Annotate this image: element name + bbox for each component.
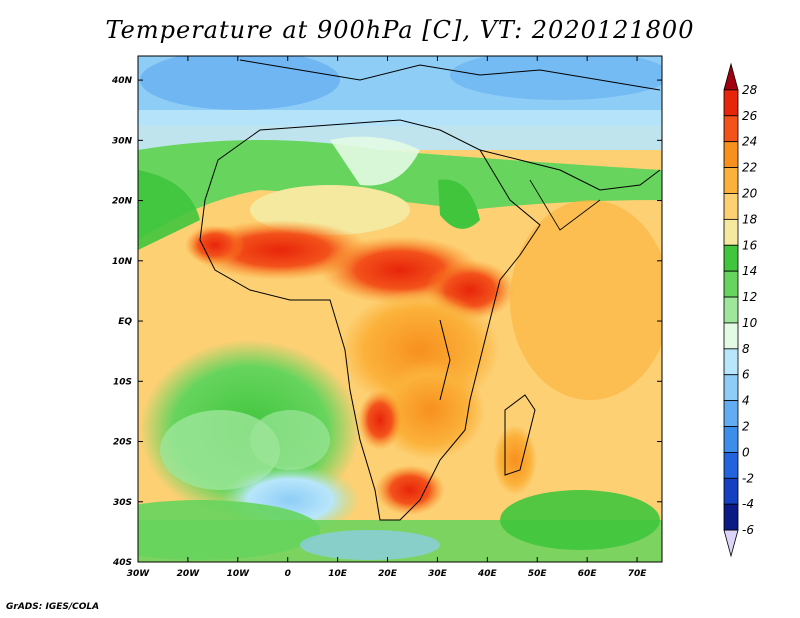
colorbar-swatch: [723, 296, 739, 324]
colorbar-arrow-bottom: [723, 529, 739, 558]
lon-tick-label: 60E: [578, 569, 598, 579]
lat-tick-label: 10S: [113, 377, 132, 387]
colorbar-label: 12: [742, 290, 757, 304]
lon-tick-label: 70E: [628, 569, 648, 579]
lat-tick-label: 40N: [111, 76, 133, 86]
lon-tick-label: 0: [285, 569, 291, 579]
colorbar-label: 14: [742, 264, 757, 278]
colorbar-swatch: [723, 452, 739, 479]
colorbar-swatch: [723, 374, 739, 402]
colorbar-label: 0: [742, 445, 750, 459]
lat-tick-label: 30S: [113, 498, 132, 508]
colorbar-label: 4: [742, 394, 750, 408]
colorbar-swatch: [723, 89, 739, 117]
lon-tick-label: 30E: [428, 569, 448, 579]
colorbar-label: 22: [742, 161, 757, 175]
colorbar-label: -6: [742, 523, 754, 537]
map-frame: [137, 55, 663, 563]
colorbar-swatch: [723, 477, 739, 505]
temperature-field: [138, 56, 662, 562]
colorbar-arrow-top: [723, 62, 739, 91]
colorbar-label: 18: [742, 212, 758, 226]
colorbar-swatch: [723, 400, 739, 427]
lon-tick-label: 50E: [528, 569, 548, 579]
colorbar-swatch: [723, 503, 739, 531]
colorbar-label: 8: [742, 342, 750, 356]
colorbar-label: 2: [742, 420, 750, 434]
lon-tick-label: 10W: [227, 569, 251, 579]
lon-tick-label: 20E: [378, 569, 398, 579]
lat-tick-label: EQ: [118, 317, 132, 327]
colorbar-swatch: [723, 218, 739, 246]
lon-tick-label: 20W: [177, 569, 201, 579]
lon-tick-label: 30W: [127, 569, 151, 579]
colorbar-label: 24: [742, 135, 757, 149]
colorbar-label: -4: [742, 497, 754, 511]
lat-tick-label: 40S: [112, 558, 132, 568]
latitude-axis: 40N 30N 20N 10N EQ 10S 20S 30S 40S: [111, 76, 662, 568]
lon-tick-label: 40E: [477, 569, 498, 579]
credit-text: GrADS: IGES/COLA: [6, 602, 100, 612]
lat-tick-label: 10N: [112, 257, 133, 267]
colorbar-swatch: [723, 115, 739, 143]
colorbar-swatch: [723, 167, 739, 194]
colorbar-label: 26: [742, 109, 758, 123]
chart-title: Temperature at 900hPa [C], VT: 202012180…: [105, 16, 695, 44]
colorbar-swatch: [723, 348, 739, 376]
colorbar-label: -2: [742, 471, 754, 485]
lon-tick-label: 10E: [328, 569, 348, 579]
colorbar-label: 20: [742, 186, 758, 200]
colorbar-swatch: [723, 322, 739, 350]
colorbar-swatch: [723, 141, 739, 168]
colorbar-label: 10: [742, 316, 758, 330]
lat-tick-label: 20S: [113, 438, 132, 448]
longitude-axis: 30W 20W 10W 0 10E 20E 30E 40E 50E 60E 70E: [127, 56, 647, 579]
colorbar-label: 16: [742, 238, 758, 252]
colorbar-swatch: [723, 193, 739, 220]
colorbar-swatch: [723, 426, 739, 453]
colorbar-swatch: [723, 244, 739, 272]
lat-tick-label: 30N: [112, 136, 133, 146]
colorbar-swatch: [723, 270, 739, 298]
lat-tick-label: 20N: [112, 197, 133, 207]
colorbar-label: 6: [742, 368, 750, 382]
colorbar-label: 28: [742, 83, 758, 97]
